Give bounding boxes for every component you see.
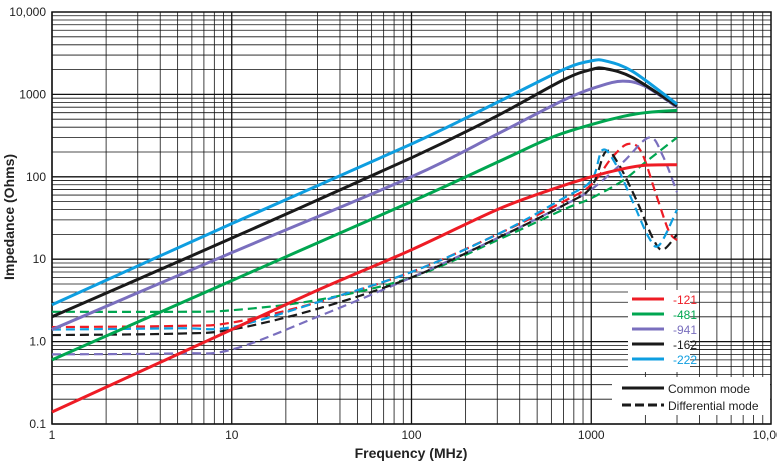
series-common-941	[51, 79, 678, 331]
y-tick-label: 100	[26, 170, 46, 184]
differential-mode-label: Differential mode	[668, 399, 759, 413]
series-differential-121	[51, 142, 678, 329]
x-tick-label: 1	[49, 428, 56, 442]
series-differential-941	[51, 136, 679, 356]
series-differential-481	[51, 136, 678, 314]
x-tick-label: 10	[225, 428, 239, 442]
x-tick-label: 1000	[578, 428, 605, 442]
series-common-121	[51, 163, 678, 414]
y-tick-label: 1000	[19, 87, 46, 101]
legend-label: -481	[673, 308, 697, 322]
legend-label: -121	[673, 293, 697, 307]
series-common-481	[51, 108, 678, 362]
curves	[51, 58, 679, 414]
mode-legend: Common mode Differential mode	[612, 377, 770, 415]
y-axis-label: Impedance (Ohms)	[1, 154, 17, 280]
y-tick-label: 10	[33, 252, 47, 266]
legend-label: -941	[673, 323, 697, 337]
legend-label: -162	[673, 338, 697, 352]
tick-labels: 1 10 100 1000 10,000 0.1 1.0 10 100 1000 10,000	[9, 5, 777, 442]
plot-frame	[51, 11, 772, 425]
x-tick-label: 100	[401, 428, 421, 442]
y-tick-label: 10,000	[9, 5, 46, 19]
series-differential-222	[51, 148, 679, 331]
legend: -121-481-941-162-222	[628, 290, 697, 372]
y-tick-label: 0.1	[29, 417, 46, 431]
x-axis-label: Frequency (MHz)	[355, 445, 468, 461]
series-common-162	[51, 66, 678, 319]
x-tick-label: 10,000	[753, 428, 777, 442]
common-mode-label: Common mode	[668, 382, 750, 396]
y-tick-label: 1.0	[29, 335, 46, 349]
series-common-222	[51, 58, 678, 307]
legend-label: -222	[673, 353, 697, 367]
series-differential-162	[51, 149, 678, 337]
